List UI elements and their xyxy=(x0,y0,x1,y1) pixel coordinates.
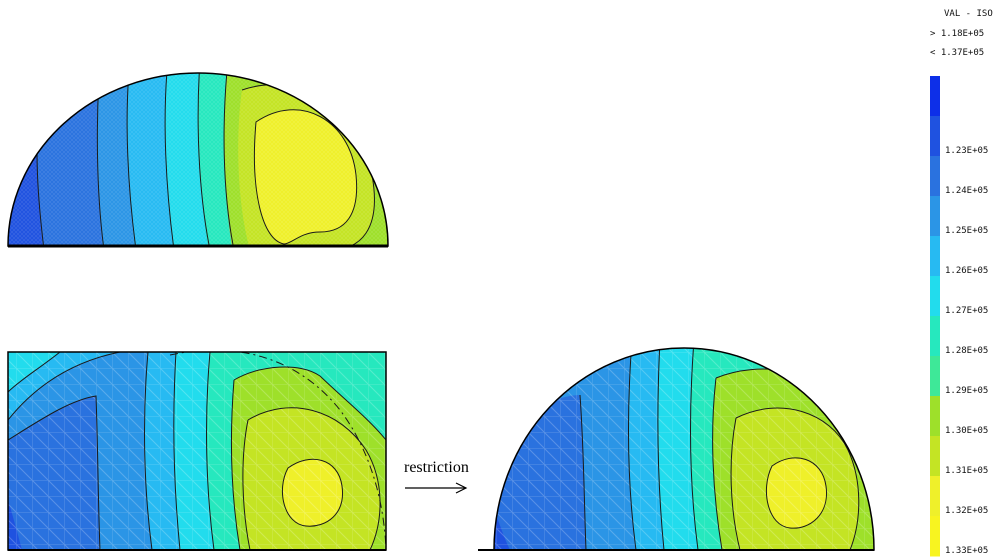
legend-level-label: 1.30E+05 xyxy=(945,426,988,436)
legend-swatch xyxy=(930,356,940,397)
restriction-label: restriction xyxy=(404,459,469,476)
legend-range-min: > 1.18E+05 xyxy=(930,29,984,39)
field-bottom-semicircle xyxy=(494,348,874,550)
outline-bottom-semicircle xyxy=(493,347,875,551)
legend-level-label: 1.32E+05 xyxy=(945,506,988,516)
legend-level-label: 1.28E+05 xyxy=(945,346,988,356)
legend-swatch xyxy=(930,236,940,277)
legend-level-label: 1.24E+05 xyxy=(945,186,988,196)
legend-swatch xyxy=(930,436,940,477)
legend-title: VAL - ISO xyxy=(944,9,993,19)
outline-top-semicircle xyxy=(7,72,389,247)
legend-swatch xyxy=(930,76,940,117)
legend-range-max: < 1.37E+05 xyxy=(930,48,984,58)
field-rectangle xyxy=(8,352,386,550)
field-top-semicircle xyxy=(8,73,388,246)
legend-swatch xyxy=(930,156,940,197)
legend-swatch xyxy=(930,196,940,237)
legend-swatch xyxy=(930,116,940,157)
color-legend: VAL - ISO > 1.18E+05 < 1.37E+05 1.23E+05… xyxy=(930,9,993,557)
legend-swatch xyxy=(930,516,940,557)
legend-level-label: 1.25E+05 xyxy=(945,226,988,236)
legend-level-label: 1.23E+05 xyxy=(945,146,988,156)
legend-swatch xyxy=(930,276,940,317)
legend-level-label: 1.29E+05 xyxy=(945,386,988,396)
legend-level-label: 1.26E+05 xyxy=(945,266,988,276)
restriction-arrow xyxy=(405,482,468,494)
legend-level-label: 1.33E+05 xyxy=(945,546,988,556)
legend-level-label: 1.27E+05 xyxy=(945,306,988,316)
legend-swatch xyxy=(930,396,940,437)
legend-color-bar: 1.23E+05 1.24E+05 1.25E+05 1.26E+05 1.27E+05… xyxy=(930,76,988,557)
legend-swatch xyxy=(930,316,940,357)
legend-level-label: 1.31E+05 xyxy=(945,466,988,476)
legend-swatch xyxy=(930,476,940,517)
